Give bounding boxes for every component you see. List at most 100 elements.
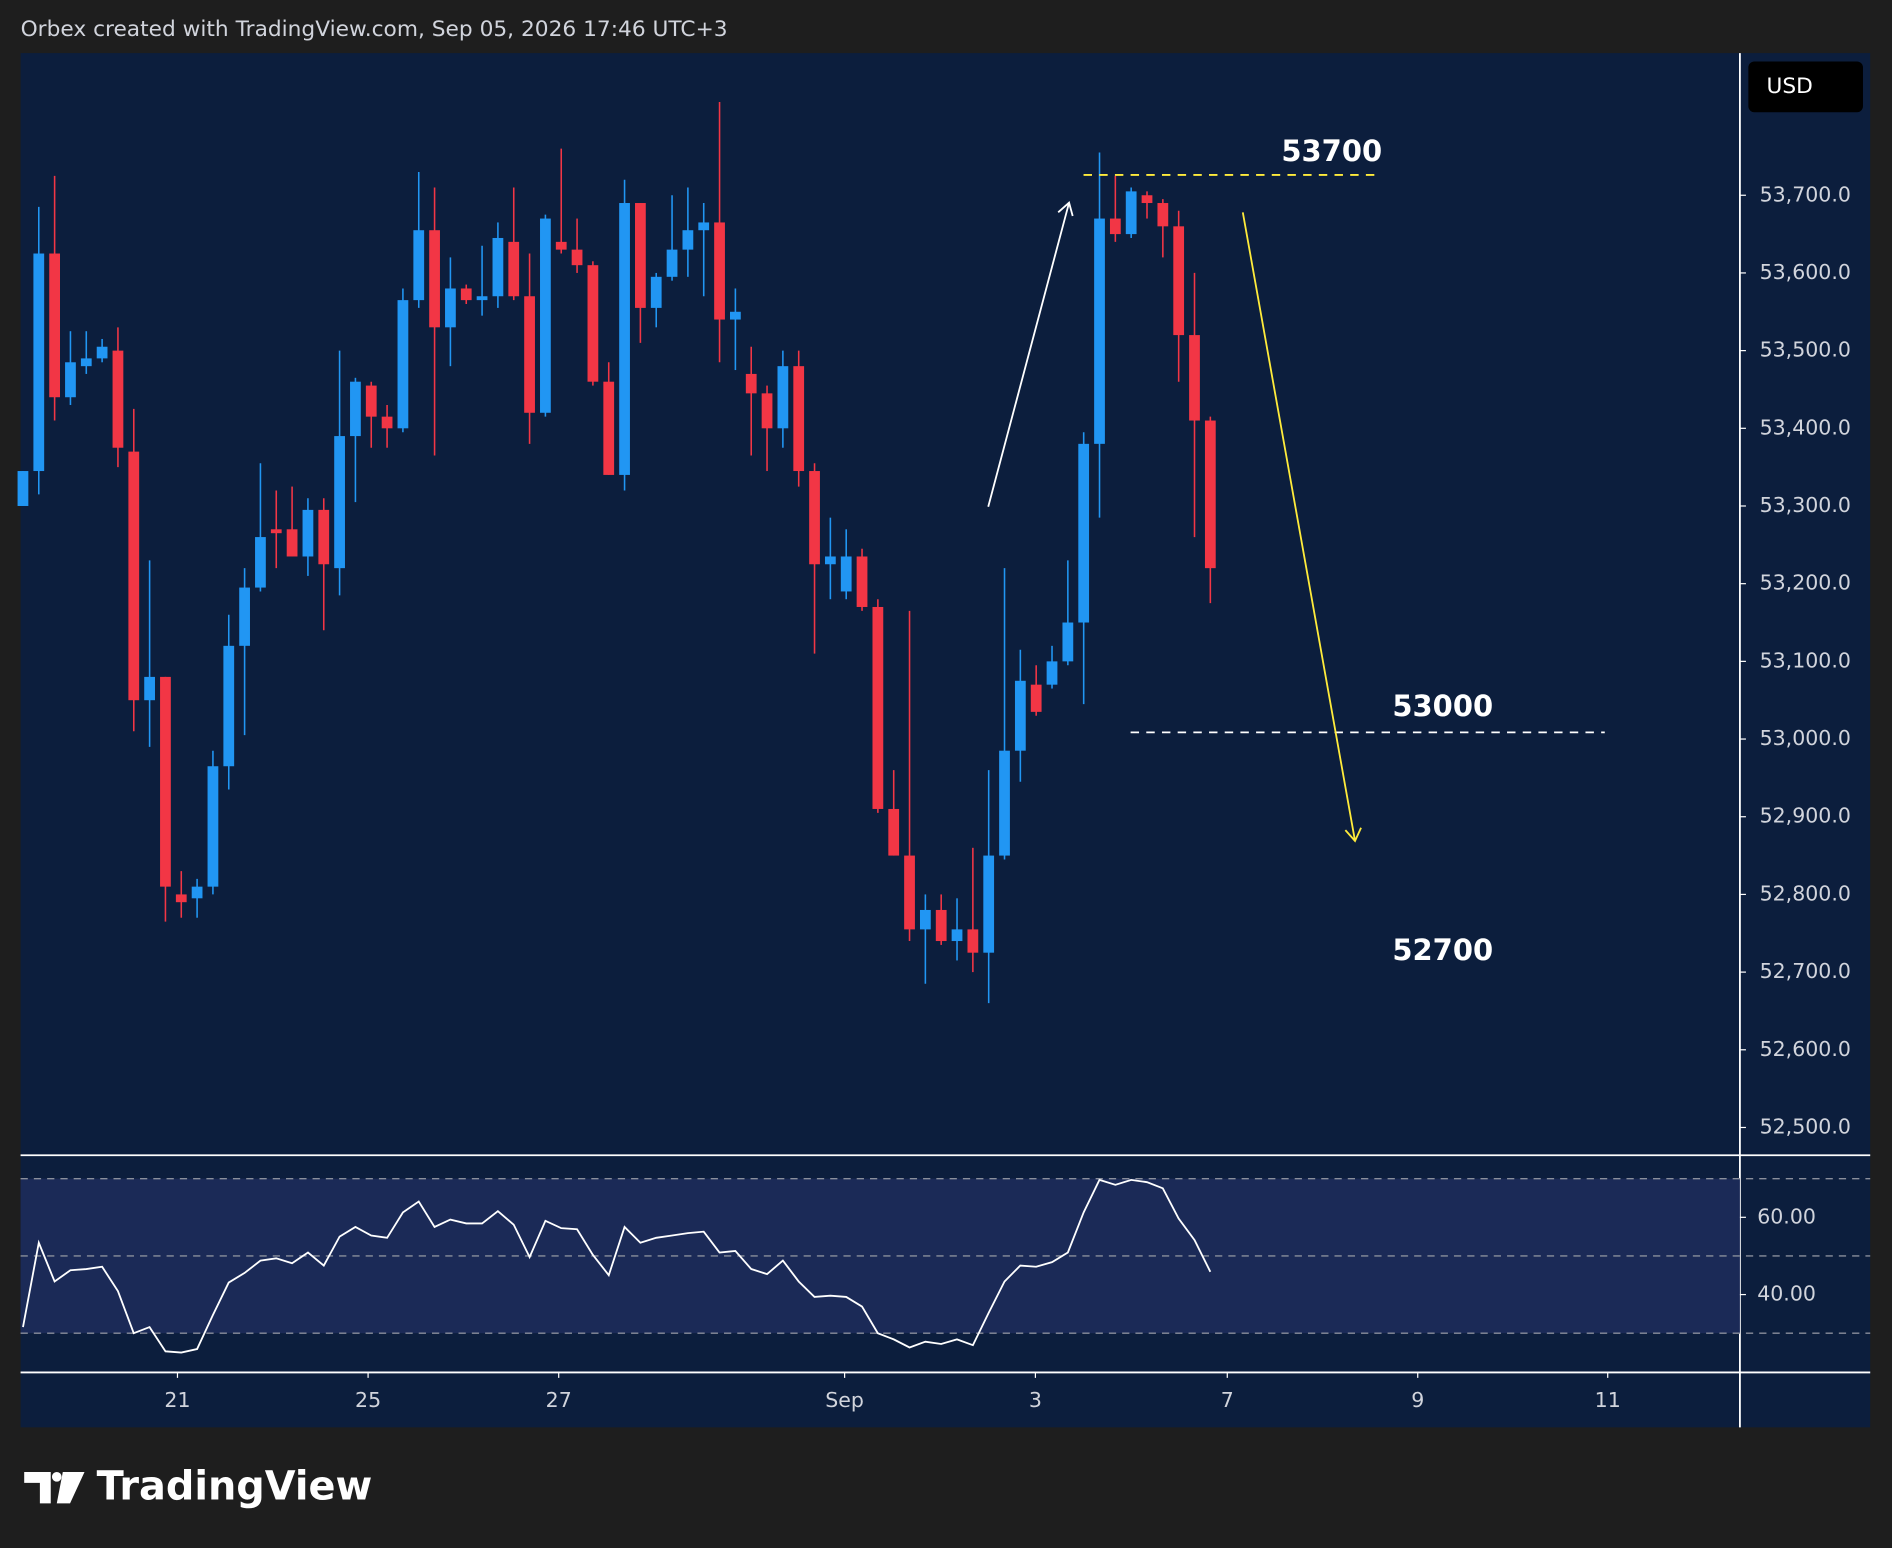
x-tick-label: 3 — [1029, 1388, 1042, 1412]
y-tick-label: 53,000.0 — [1760, 726, 1851, 750]
x-tick-label: 27 — [546, 1388, 572, 1412]
candle-body — [160, 676, 171, 887]
candle-body — [1189, 335, 1200, 421]
logo-icon — [24, 1471, 85, 1504]
candle-body — [555, 241, 567, 250]
candle-body — [714, 222, 725, 320]
candle-body — [460, 288, 472, 301]
level-label: 52700 — [1392, 933, 1493, 967]
candle-body — [967, 929, 979, 953]
candle-body — [508, 241, 520, 297]
header: Orbex created with TradingView.com, Sep … — [21, 17, 728, 42]
candle-body — [255, 537, 266, 588]
plot: 52,500.0 52,600.0 52,700.0 52,800.0 52,900.0… — [17, 102, 1871, 1412]
rsi-line — [22, 1178, 1212, 1354]
candle-body — [17, 471, 29, 506]
candle-body — [745, 373, 757, 394]
y-tick-label: 52,600.0 — [1760, 1037, 1851, 1061]
rsi-tick-label: 60.00 — [1757, 1204, 1816, 1228]
currency-button[interactable] — [1748, 61, 1863, 113]
candle-body — [270, 529, 282, 534]
candle-body — [191, 886, 203, 899]
y-tick-label: 52,700.0 — [1760, 959, 1851, 983]
candle-body — [856, 556, 868, 607]
x-tick-label: 9 — [1411, 1388, 1424, 1412]
rsi-tick-label: 40.00 — [1757, 1282, 1816, 1306]
candle-body — [1046, 661, 1058, 685]
candle-body — [635, 203, 646, 308]
candle-body — [429, 230, 440, 328]
candle-body — [381, 416, 393, 429]
candle-body — [999, 750, 1010, 856]
y-tick-label: 53,100.0 — [1760, 648, 1851, 672]
candle-body — [223, 645, 235, 767]
candle-body — [65, 362, 76, 398]
candle-body — [239, 587, 250, 646]
candle-body — [793, 366, 805, 472]
candle-body — [540, 218, 551, 413]
candle-body — [492, 237, 504, 297]
candle-body — [587, 265, 599, 382]
candle-body — [919, 909, 931, 930]
candle-body — [1094, 218, 1105, 444]
candle-body — [318, 509, 330, 565]
candle-body — [983, 855, 995, 953]
x-tick-label: Sep — [825, 1388, 864, 1412]
y-tick-label: 53,500.0 — [1760, 338, 1851, 362]
level-label: 53700 — [1281, 134, 1382, 168]
x-tick-label: 21 — [164, 1388, 190, 1412]
candle-body — [809, 471, 820, 565]
candle-body — [96, 346, 108, 359]
x-tick-label: 7 — [1221, 1388, 1234, 1412]
candle-body — [872, 606, 884, 809]
candle-body — [1141, 195, 1153, 204]
y-tick-label: 53,300.0 — [1760, 493, 1851, 517]
candle-body — [761, 393, 773, 429]
candle-body — [175, 894, 187, 903]
brand: TradingView — [97, 1463, 373, 1509]
candle-body — [619, 203, 630, 475]
candle-body — [603, 381, 615, 475]
rsi-band — [20, 1178, 1740, 1334]
candle-body — [445, 288, 456, 328]
candle-body — [112, 350, 124, 448]
y-tick-label: 53,600.0 — [1760, 260, 1851, 284]
y-tick-label: 53,700.0 — [1760, 182, 1851, 206]
candle-body — [350, 381, 361, 437]
y-tick-label: 53,400.0 — [1760, 415, 1851, 439]
candle-body — [698, 222, 710, 231]
candle-body — [840, 556, 852, 592]
candle-body — [80, 358, 92, 367]
candle-body — [1173, 226, 1185, 336]
level-label: 53000 — [1392, 689, 1493, 723]
candle-body — [1062, 622, 1074, 662]
x-tick-label: 25 — [355, 1388, 381, 1412]
candle-body — [824, 556, 836, 565]
candle-body — [1030, 684, 1042, 712]
candle-body — [777, 366, 789, 429]
candle-body — [33, 253, 45, 472]
candle-body — [729, 311, 741, 320]
candle-body — [476, 296, 488, 301]
candle-body — [650, 276, 662, 308]
candle-body — [904, 855, 915, 930]
candle-body — [666, 249, 678, 277]
candle-body — [144, 676, 155, 701]
candle-body — [334, 436, 345, 569]
candle-body — [286, 529, 298, 557]
down-arrow — [1241, 212, 1362, 843]
currency-label: USD — [1766, 74, 1812, 99]
logo-icon — [51, 1471, 62, 1482]
candle-body — [365, 385, 377, 417]
candle-body — [1109, 218, 1121, 235]
candle-body — [302, 509, 314, 557]
candle-body — [128, 451, 140, 701]
y-tick-label: 52,800.0 — [1760, 881, 1851, 905]
up-arrow — [987, 201, 1074, 507]
y-tick-label: 53,200.0 — [1760, 571, 1851, 595]
candle-body — [888, 808, 900, 856]
candle-body — [397, 300, 409, 429]
candle-body — [1078, 443, 1090, 623]
